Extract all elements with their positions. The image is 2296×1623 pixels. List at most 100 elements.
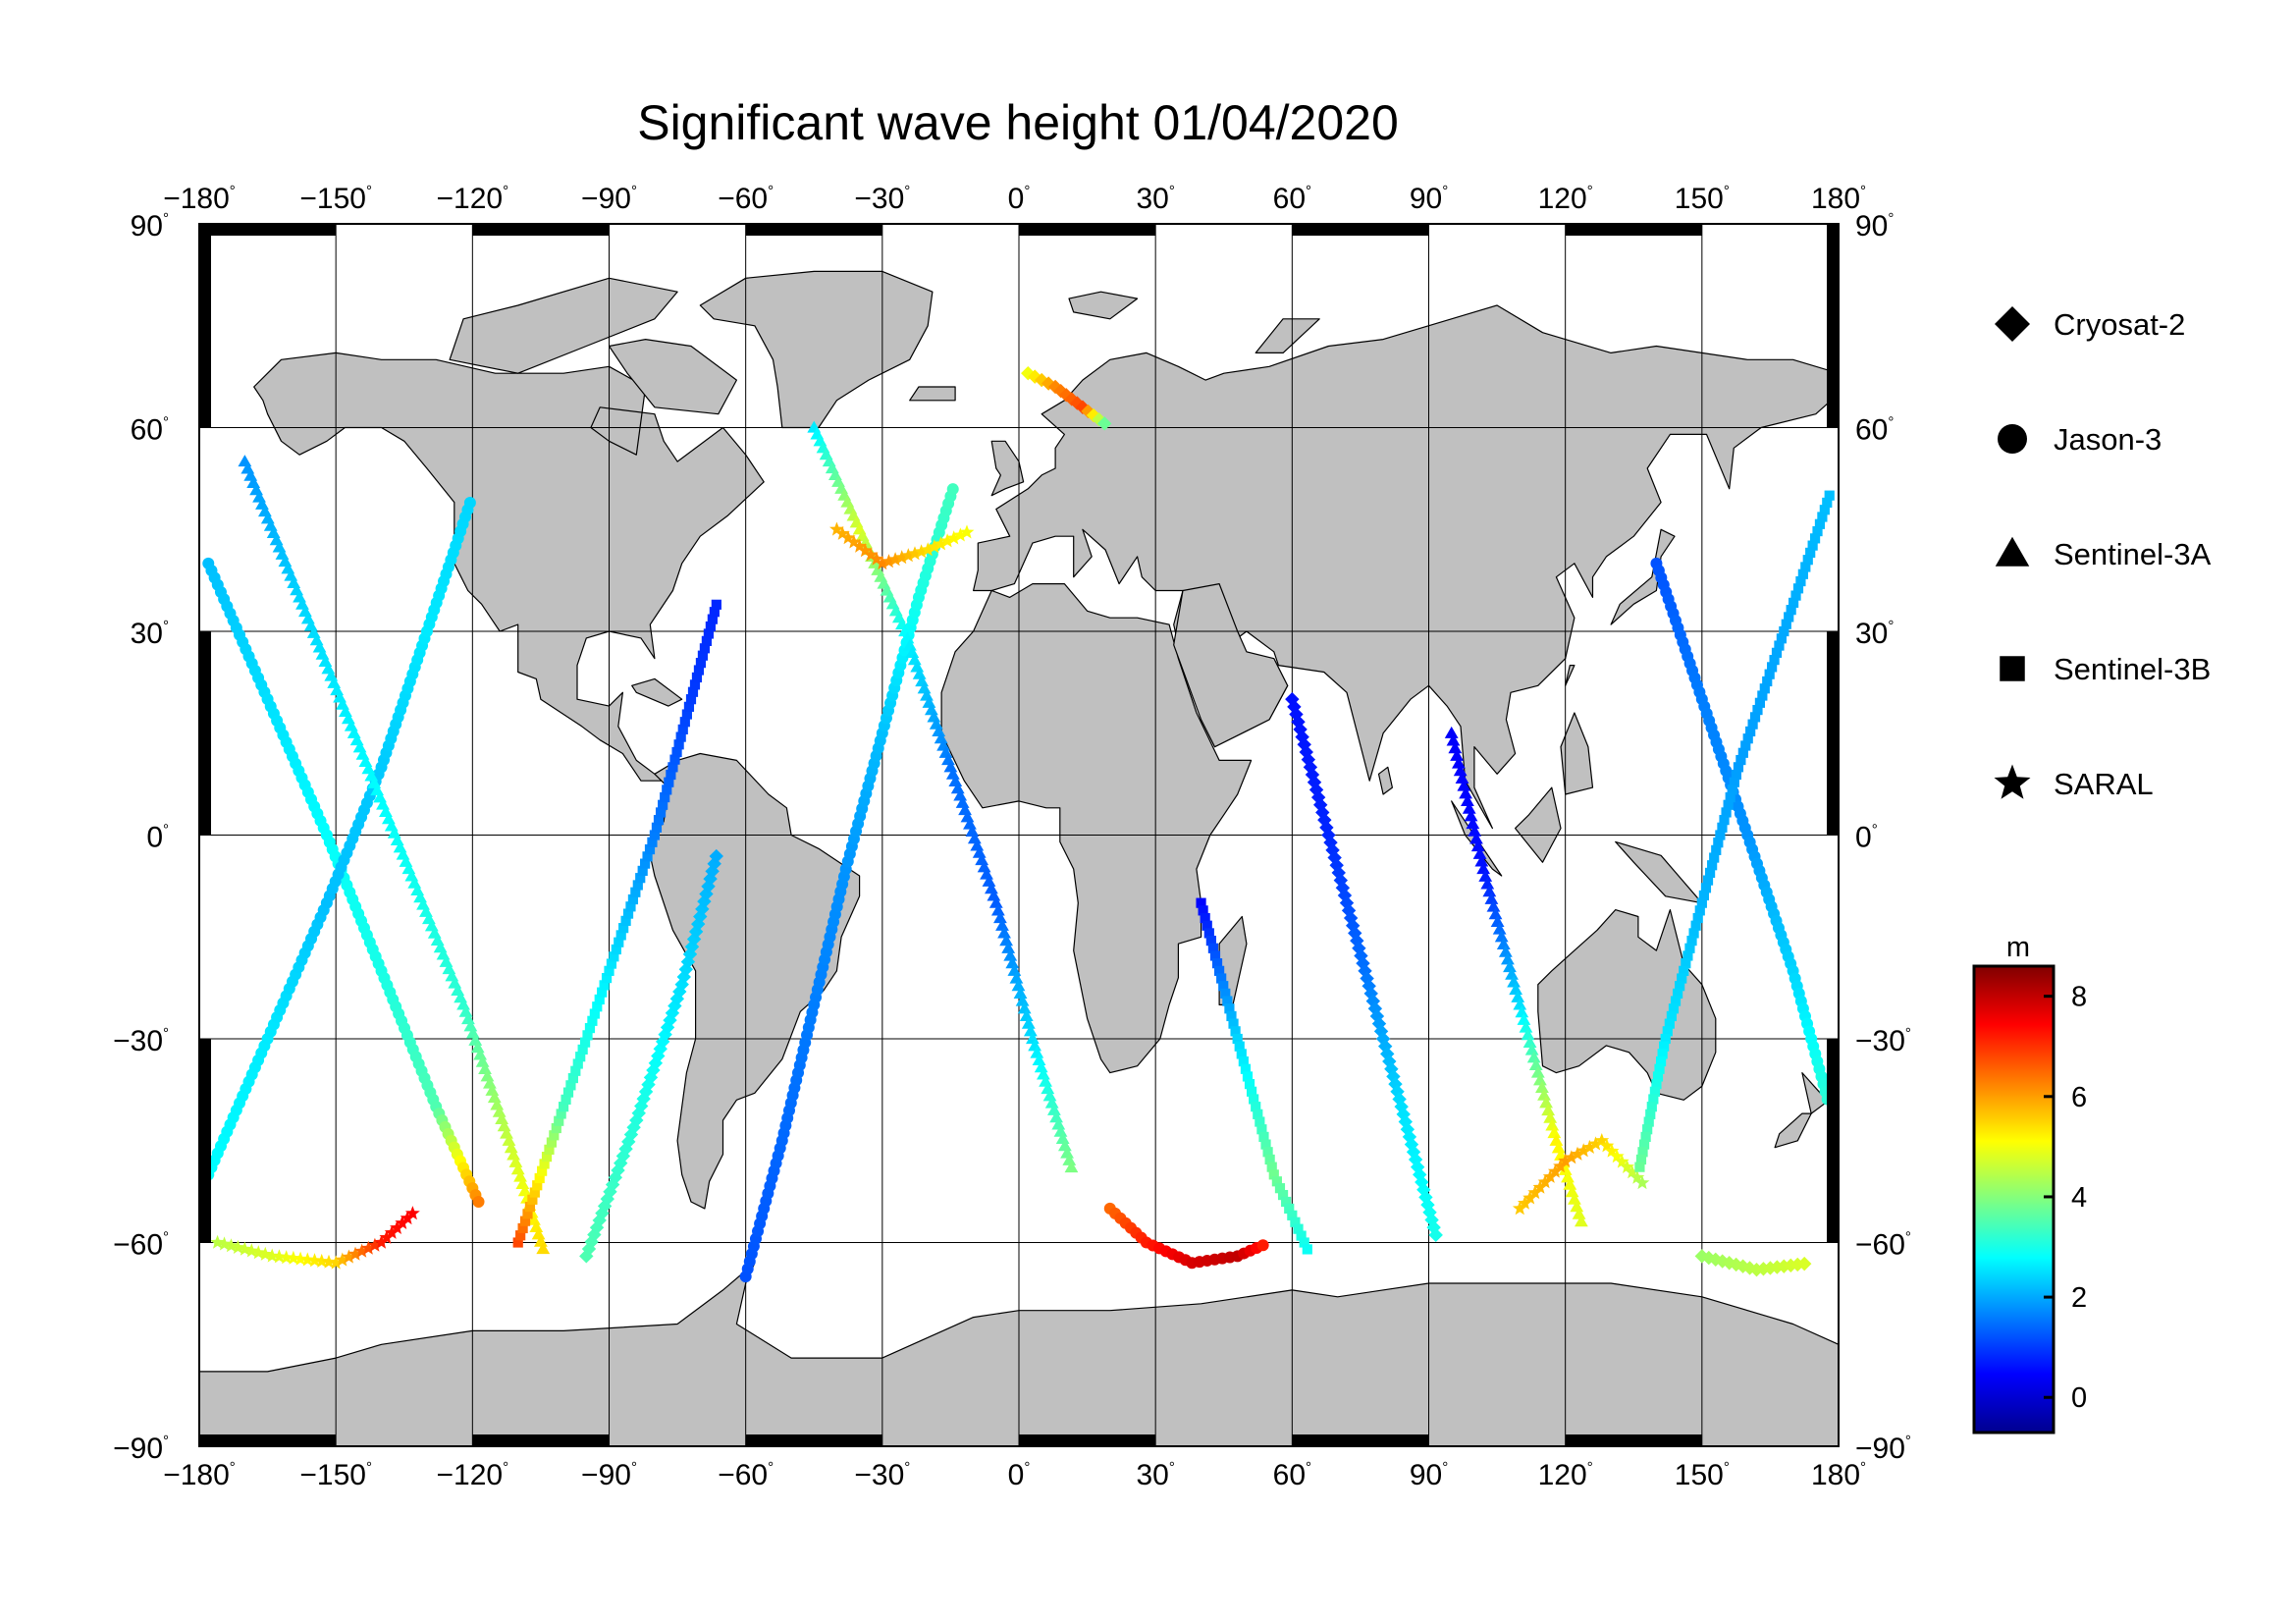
degree-mark: ° (1860, 1459, 1866, 1476)
track-point (367, 1237, 383, 1252)
track-point (379, 1229, 395, 1244)
x-tick-label: 30° (1136, 1459, 1174, 1491)
degree-mark: ° (1905, 1229, 1911, 1246)
track-point (898, 624, 912, 637)
legend-item: Sentinel-3A (1995, 536, 2212, 571)
track-point (677, 724, 688, 735)
track-point (631, 1106, 646, 1120)
track-point (1594, 1133, 1610, 1148)
track-point (920, 688, 934, 701)
track-point (1457, 779, 1471, 791)
colorbar-tick-label: 2 (2071, 1282, 2087, 1314)
track-point (669, 754, 680, 765)
track-point (1707, 860, 1718, 871)
track-point (1817, 512, 1828, 522)
y-tick-label: −60° (1855, 1229, 1911, 1262)
track-point (532, 1180, 543, 1191)
frame-band (745, 1434, 882, 1446)
track-point (507, 1148, 520, 1161)
degree-mark: ° (230, 1459, 236, 1476)
x-tick-label: 150° (1675, 1459, 1730, 1491)
y-tick-label: 30° (131, 618, 169, 650)
track-point (1507, 975, 1521, 988)
track-point (582, 1030, 593, 1041)
track-point (640, 858, 651, 869)
track-point (1203, 928, 1214, 939)
track-point (1696, 897, 1707, 908)
degree-mark: ° (1905, 1025, 1911, 1042)
square-icon (2000, 656, 2025, 681)
track-point (1688, 928, 1699, 939)
track-point (1662, 1026, 1673, 1037)
track-point (1709, 852, 1720, 863)
track-point (927, 539, 942, 554)
track-point (1668, 1003, 1680, 1014)
track-point (1642, 1124, 1653, 1135)
track-point (1797, 568, 1808, 579)
track-point (1400, 1122, 1415, 1137)
track-point (1759, 683, 1770, 694)
track-point (1729, 777, 1739, 787)
degree-mark: ° (768, 1459, 774, 1476)
track-point (1737, 747, 1748, 758)
track-point (988, 895, 1003, 908)
track-point (1007, 963, 1022, 976)
track-point (1503, 960, 1517, 973)
track-point (1609, 1149, 1625, 1163)
frame-band (1827, 631, 1839, 836)
track-point (1222, 996, 1233, 1006)
track-point (224, 1238, 239, 1253)
track-point (1729, 1257, 1743, 1272)
track-point (1046, 1103, 1061, 1115)
track-point (1524, 1043, 1539, 1055)
track-point (1015, 994, 1030, 1006)
x-tick-label: −90° (581, 1459, 637, 1491)
frame-band (199, 224, 211, 428)
track-point (669, 992, 685, 1006)
track-point (689, 679, 701, 690)
track-point (1426, 1219, 1441, 1235)
colorbar-unit: m (2006, 932, 2030, 963)
track-point (1648, 1094, 1659, 1105)
track-point (1053, 1124, 1068, 1137)
track-point (965, 824, 980, 837)
track-point (980, 867, 993, 880)
track-point (672, 984, 687, 1000)
track-point (529, 1220, 544, 1233)
satellite-legend: Cryosat-2 Jason-3 Sentinel-3A Sentinel-3B SA… (1994, 306, 2212, 801)
x-tick-label: −60° (718, 183, 774, 215)
track-point (1537, 1088, 1551, 1101)
track-point (217, 1236, 232, 1251)
track-point (679, 717, 690, 728)
track-point (655, 807, 667, 818)
track-point (468, 1033, 483, 1046)
track-point (390, 1219, 404, 1234)
track-point (1230, 1026, 1241, 1037)
track-point (1649, 1086, 1660, 1097)
track-point (1637, 1147, 1648, 1158)
track-point (1476, 862, 1491, 875)
degree-mark: ° (503, 1459, 508, 1476)
track-point (709, 848, 723, 864)
degree-mark: ° (163, 1229, 169, 1246)
track-point (1651, 1079, 1662, 1090)
track-point (567, 1072, 578, 1084)
diamond-icon (1995, 306, 2030, 342)
track-point (997, 926, 1011, 939)
track-point (470, 1041, 485, 1054)
degree-mark: ° (163, 1433, 169, 1449)
track-point (1572, 1207, 1586, 1219)
track-point (570, 1065, 581, 1076)
track-point (644, 843, 656, 855)
track-point (1240, 1063, 1252, 1074)
track-point (587, 1227, 602, 1242)
track-point (1284, 1203, 1295, 1215)
track-point (517, 1222, 528, 1234)
track-point (1539, 1096, 1553, 1109)
track-point (960, 810, 975, 823)
track-point (1406, 1145, 1421, 1160)
track-point (675, 731, 686, 742)
track-point (1448, 741, 1463, 754)
degree-mark: ° (1872, 822, 1878, 839)
track-point (699, 643, 711, 654)
